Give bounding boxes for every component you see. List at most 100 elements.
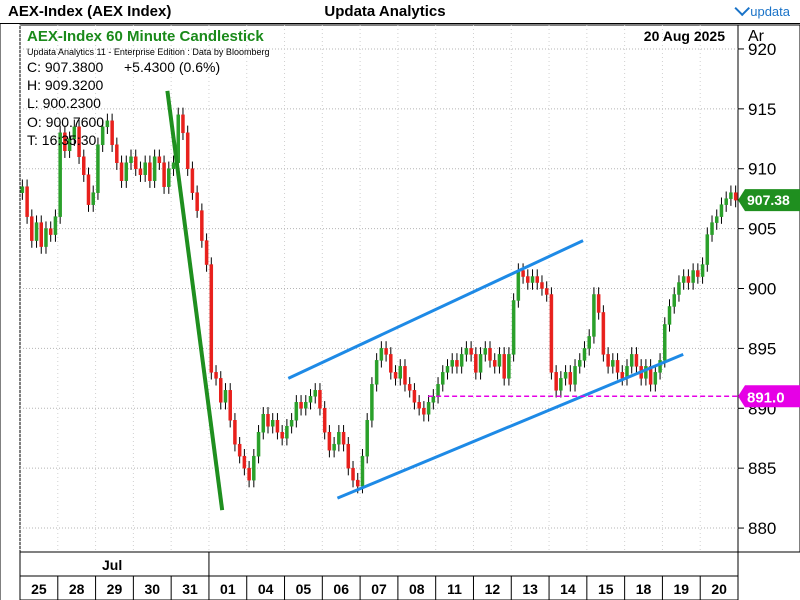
candle-body xyxy=(77,126,81,157)
candle-body xyxy=(663,324,667,361)
y-tick-label: 915 xyxy=(748,100,776,119)
candle-body xyxy=(181,114,185,134)
price-axis[interactable] xyxy=(737,24,800,553)
candle-body xyxy=(733,192,738,201)
data-source-line: Updata Analytics 11 - Enterprise Edition… xyxy=(27,47,269,57)
app-title: Updata Analytics xyxy=(324,3,446,20)
candle-body xyxy=(407,384,412,391)
x-tick-label: 12 xyxy=(485,581,501,597)
x-tick-label: 05 xyxy=(296,581,312,597)
candle-body xyxy=(474,354,478,373)
candle-body xyxy=(58,132,62,217)
candle-body xyxy=(289,420,294,427)
candle-body xyxy=(544,288,549,295)
candle-body xyxy=(464,348,469,355)
candle-body xyxy=(63,132,67,152)
last-price-flag xyxy=(738,189,800,212)
y-tick-label: 895 xyxy=(748,339,776,358)
candle-body xyxy=(611,360,615,367)
candle-body xyxy=(351,467,355,481)
candle-body xyxy=(171,162,176,169)
channel-upper-line xyxy=(287,239,584,380)
candle-body xyxy=(729,192,733,199)
candle-body xyxy=(86,174,91,205)
candle-body xyxy=(148,162,152,181)
candle-body xyxy=(696,270,700,277)
candle-body xyxy=(219,378,223,403)
ohlc-open: O: 900.7600 xyxy=(27,114,104,130)
candle-body xyxy=(162,162,166,187)
x-tick-label: 11 xyxy=(447,581,462,597)
plot-area[interactable] xyxy=(19,24,739,553)
x-tick-label: 30 xyxy=(144,581,160,597)
candle-body xyxy=(39,222,44,247)
y-tick-label: 885 xyxy=(748,459,776,478)
candle-body xyxy=(559,378,563,391)
candle-body xyxy=(190,168,195,193)
candle-body xyxy=(195,192,199,211)
candle-body xyxy=(133,156,138,169)
candle-body xyxy=(44,228,48,247)
candle-body xyxy=(20,186,25,193)
instrument-title: AEX-Index (AEX Index) xyxy=(8,3,172,20)
candle-body xyxy=(270,420,275,427)
candle-body xyxy=(412,390,417,403)
candle-body xyxy=(445,366,450,373)
candle-body xyxy=(82,156,86,175)
candle-body xyxy=(615,360,620,373)
y-tick-label: 880 xyxy=(748,519,776,538)
x-tick-label: 28 xyxy=(69,581,85,597)
level-price-value: 891.0 xyxy=(747,389,785,406)
candle-body xyxy=(280,431,284,439)
candle-body xyxy=(700,264,705,277)
candle-body xyxy=(587,336,591,349)
candle-body xyxy=(629,354,634,367)
candle-body xyxy=(167,168,171,187)
chart-date: 20 Aug 2025 xyxy=(644,28,725,44)
y-tick-label: 910 xyxy=(748,160,776,179)
candle-body xyxy=(337,431,341,445)
candle-body xyxy=(138,168,143,175)
chart-title: AEX-Index 60 Minute Candlestick xyxy=(27,28,264,45)
candle-body xyxy=(516,270,521,301)
candle-body xyxy=(488,348,492,361)
level-price-flag xyxy=(738,385,800,408)
candle-body xyxy=(318,390,322,409)
candle-body xyxy=(304,402,308,409)
x-tick-label: 25 xyxy=(31,581,47,597)
candle-body xyxy=(384,348,388,355)
y-tick-label: 920 xyxy=(748,40,776,59)
candle-body xyxy=(511,300,516,355)
candle-body xyxy=(393,372,398,379)
candle-body xyxy=(327,431,332,451)
brand-name: updata xyxy=(750,4,790,19)
candle-body xyxy=(355,479,360,487)
candle-body xyxy=(105,120,110,128)
candle-body xyxy=(535,276,539,283)
axis-unit-label: Ar xyxy=(748,28,765,45)
candle-body xyxy=(25,186,29,217)
candle-body xyxy=(204,240,209,265)
candle-body xyxy=(228,390,232,421)
candle-body xyxy=(436,384,440,397)
x-tick-label: 20 xyxy=(711,581,727,597)
ohlc-high: H: 909.3200 xyxy=(27,77,103,93)
candle-body xyxy=(540,282,544,289)
candle-body xyxy=(365,420,369,457)
last-price-tag: 907.38 xyxy=(738,189,800,212)
candle-body xyxy=(672,294,676,307)
candle-body xyxy=(124,162,129,181)
candle-body xyxy=(724,198,728,205)
candle-body xyxy=(601,312,606,355)
candle-body xyxy=(596,294,601,313)
candle-body xyxy=(681,276,686,283)
x-tick-label: 14 xyxy=(560,581,576,597)
candle-body xyxy=(606,354,610,367)
candle-body xyxy=(620,372,625,379)
candle-body xyxy=(573,366,577,385)
ohlc-low: L: 900.2300 xyxy=(27,95,101,111)
candle-body xyxy=(247,467,251,481)
candle-body xyxy=(346,443,351,469)
candle-body xyxy=(223,390,228,403)
